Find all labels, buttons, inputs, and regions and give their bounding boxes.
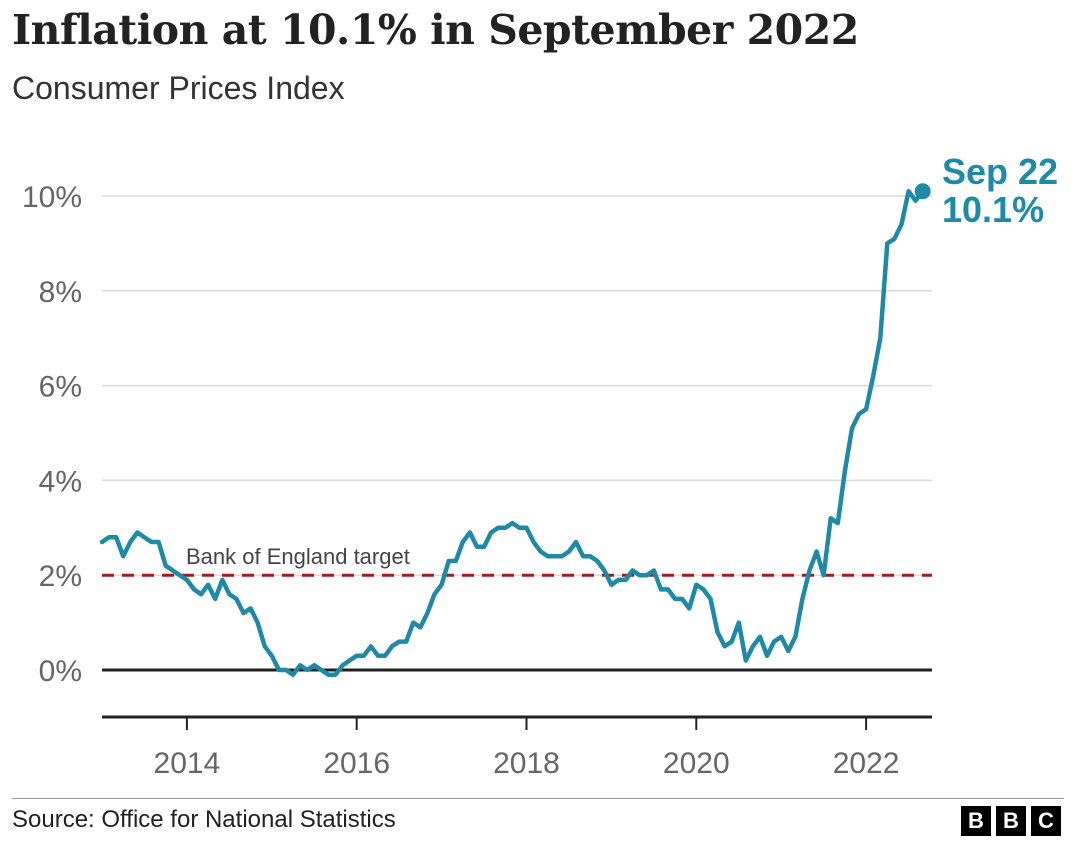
end-label-date: Sep 22	[942, 151, 1058, 192]
cpi-series-line	[99, 189, 925, 677]
y-tick-label-5: 10%	[22, 181, 82, 214]
y-tick-label-0: 0%	[39, 655, 82, 688]
grid-lines	[102, 195, 932, 576]
x-tick-label-1: 2016	[323, 747, 390, 780]
target-line-label: Bank of England target	[186, 544, 410, 569]
chart-labels: 0% 2% 4% 6% 8% 10% 2014 2016 2018 2020 2022 Sep 221…	[22, 151, 1058, 780]
latest-point	[914, 183, 931, 200]
logo-letter-b2: B	[996, 806, 1026, 836]
y-tick-label-4: 8%	[39, 276, 82, 309]
series-layer	[99, 183, 931, 677]
chart-title: Inflation at 10.1% in September 2022	[12, 6, 859, 54]
footer-divider	[12, 798, 1064, 799]
y-tick-label-2: 4%	[39, 465, 82, 498]
inflation-line-chart: Bank of England target 0% 2% 4% 6% 8% 10% 2014…	[22, 151, 1058, 780]
x-tick-label-0: 2014	[154, 747, 221, 780]
source-note: Source: Office for National Statistics	[12, 806, 396, 833]
logo-letter-b1: B	[961, 806, 991, 836]
chart-subtitle: Consumer Prices Index	[12, 70, 345, 106]
y-tick-label-3: 6%	[39, 371, 82, 404]
axes	[102, 668, 932, 730]
x-tick-label-3: 2020	[663, 747, 730, 780]
x-tick-label-4: 2022	[833, 747, 900, 780]
x-tick-label-2: 2018	[493, 747, 560, 780]
bbc-logo: B B C	[961, 806, 1061, 836]
y-tick-label-1: 2%	[39, 560, 82, 593]
logo-letter-c: C	[1031, 806, 1061, 836]
end-label-value: 10.1%	[942, 189, 1044, 230]
target-reference: Bank of England target	[102, 544, 932, 577]
